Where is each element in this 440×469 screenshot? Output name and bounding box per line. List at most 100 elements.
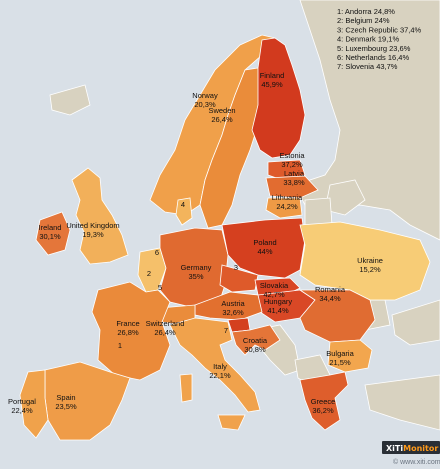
legend-item-1: 1: Andorra 24,8% [337,7,395,16]
marker-4: 4 [181,200,185,209]
label-slovakia-value: 42,7% [263,290,285,299]
label-hungary: Hungary 41,4% [264,297,293,315]
label-spain-name: Spain [56,393,75,402]
marker-3: 3 [234,263,238,272]
label-croatia: Croatia 30,8% [243,336,268,354]
region-ukraine [299,221,431,301]
label-poland-value: 44% [257,247,272,256]
region-poland [221,217,306,279]
label-germany-name: Germany [181,263,212,272]
label-finland: Finland 45,9% [260,71,285,89]
region-finland [251,37,306,159]
marker-5: 5 [158,283,162,292]
label-romania-name: Romania [315,285,346,294]
label-bulgaria: Bulgaria 21,5% [326,349,354,367]
label-hungary-name: Hungary [264,297,293,306]
region-italy-sardinia [179,373,193,403]
no-data-regions [49,0,440,431]
label-ireland-value: 30,1% [39,232,61,241]
label-italy-value: 22,1% [209,371,231,380]
label-slovakia: Slovakia 42,7% [260,281,289,299]
label-lithuania-value: 24,2% [276,202,298,211]
label-romania: Romania 34,4% [315,285,346,303]
label-france-value: 26,8% [117,328,139,337]
label-slovakia-name: Slovakia [260,281,289,290]
xiti-monitor-logo: XiTiMonitor © www.xiti.com [382,441,440,466]
marker-1: 1 [118,341,122,350]
label-france: France 26,8% [116,319,139,337]
label-estonia: Estonia 37,2% [279,151,305,169]
label-finland-name: Finland [260,71,285,80]
region-slovenia [227,317,251,333]
label-latvia-value: 33,8% [283,178,305,187]
label-ireland: Ireland 30,1% [39,223,62,241]
marker-6: 6 [155,248,159,257]
label-ukraine-value: 15,2% [359,265,381,274]
label-greece-value: 36,2% [312,406,334,415]
marker-7: 7 [224,326,228,335]
label-estonia-name: Estonia [279,151,305,160]
label-uk-value: 19,3% [82,230,104,239]
marker-2: 2 [147,269,151,278]
label-switzerland-value: 26,4% [154,328,176,337]
label-france-name: France [116,319,139,328]
legend-item-2: 2: Belgium 24% [337,16,390,25]
country-markers: 1 2 3 4 5 6 7 [118,200,238,350]
label-italy: Italy 22,1% [209,362,231,380]
legend-item-5: 5: Luxembourg 23,6% [337,44,411,53]
label-romania-value: 34,4% [319,294,341,303]
label-austria-name: Austria [221,299,245,308]
legend-item-3: 3: Czech Republic 37,4% [337,25,422,34]
label-portugal-value: 22,4% [11,406,33,415]
region-ireland [35,211,71,256]
label-switzerland-name: Switzerland [146,319,185,328]
label-portugal-name: Portugal [8,397,36,406]
label-ukraine: Ukraine 15,2% [357,256,383,274]
label-sweden: Sweden 26,4% [208,106,235,124]
label-estonia-value: 37,2% [281,160,303,169]
label-latvia-name: Latvia [284,169,305,178]
label-croatia-value: 30,8% [244,345,266,354]
label-germany: Germany 35% [181,263,212,281]
label-uk-name: United Kingdom [66,221,119,230]
region-portugal [19,369,49,439]
region-croatia [231,324,281,356]
label-croatia-name: Croatia [243,336,268,345]
svg-text:XiTiMonitor: XiTiMonitor [386,444,438,453]
label-spain: Spain 23,5% [55,393,77,411]
label-germany-value: 35% [188,272,203,281]
label-greece-name: Greece [311,397,336,406]
label-lithuania-name: Lithuania [272,193,303,202]
label-norway-name: Norway [192,91,218,100]
label-switzerland: Switzerland 26,4% [146,319,185,337]
label-sweden-value: 26,4% [211,115,233,124]
label-finland-value: 45,9% [261,80,283,89]
label-italy-name: Italy [213,362,227,371]
countries-layer [19,34,431,441]
label-norway-value: 20,3% [194,100,216,109]
legend-item-4: 4: Denmark 19,1% [337,35,399,44]
region-lithuania [265,197,303,219]
label-poland-name: Poland [253,238,276,247]
label-latvia: Latvia 33,8% [283,169,305,187]
region-italy [169,317,261,413]
label-spain-value: 23,5% [55,402,77,411]
region-united-kingdom [71,167,129,265]
label-sweden-name: Sweden [208,106,235,115]
label-greece: Greece 36,2% [311,397,336,415]
svg-text:© www.xiti.com: © www.xiti.com [393,458,440,466]
legend-item-7: 7: Slovenia 43,7% [337,62,398,71]
label-uk: United Kingdom 19,3% [66,221,119,239]
region-bulgaria [327,339,373,373]
label-ukraine-name: Ukraine [357,256,383,265]
region-latvia [265,175,319,199]
legend: 1: Andorra 24,8%2: Belgium 24%3: Czech R… [337,7,422,71]
label-bulgaria-value: 21,5% [329,358,351,367]
region-austria [194,291,263,321]
region-italy-sicily [217,414,246,431]
label-austria: Austria 32,6% [221,299,245,317]
region-france [91,281,171,381]
label-ireland-name: Ireland [39,223,62,232]
label-lithuania: Lithuania 24,2% [272,193,303,211]
label-bulgaria-name: Bulgaria [326,349,354,358]
